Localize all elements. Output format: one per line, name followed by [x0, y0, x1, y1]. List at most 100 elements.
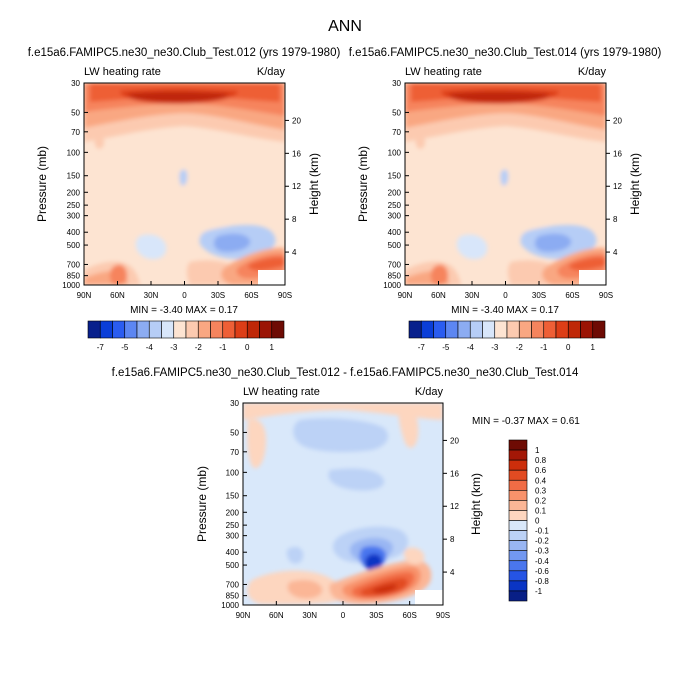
colorbar-swatch [222, 320, 236, 339]
y-tick-label: 100 [226, 468, 240, 477]
x-tick-label: 0 [341, 611, 346, 620]
colorbar-label: -1 [540, 343, 548, 352]
colorbar-swatch [508, 550, 528, 562]
colorbar-label: -7 [418, 343, 426, 352]
colorbar-swatch [161, 320, 175, 339]
height-tick-label: 20 [292, 116, 301, 125]
colorbar-swatch [457, 320, 471, 339]
y-tick-label: 400 [226, 548, 240, 557]
panel-1-ylabel: Pressure (mb) [35, 146, 49, 222]
colorbar-swatch [508, 490, 528, 501]
colorbar-label: -7 [97, 343, 105, 352]
colorbar-swatch [148, 320, 162, 339]
x-tick-label: 90N [398, 291, 413, 300]
y-tick-label: 30 [392, 79, 401, 88]
y-tick-label: 850 [388, 272, 402, 281]
x-tick-label: 90S [436, 611, 450, 620]
colorbar-label: -1 [535, 587, 543, 596]
colorbar-label: 0.3 [535, 486, 547, 495]
height-tick-label: 16 [450, 469, 459, 478]
colorbar-swatch [482, 320, 496, 339]
panel-2-colorbar: -7 -5 -4 -3 -2 -1 0 1 [408, 320, 606, 352]
colorbar-swatch [87, 320, 101, 339]
colorbar-label: -2 [195, 343, 203, 352]
panel-3-ylabel-right: Height (km) [469, 473, 483, 535]
height-tick-label: 16 [613, 149, 622, 158]
y-tick-label: 150 [226, 492, 240, 501]
y-tick-label: 400 [388, 228, 402, 237]
panel-3-subtitle: f.e15a6.FAMIPC5.ne30_ne30.Club_Test.012 … [112, 367, 579, 379]
colorbar-swatch [508, 590, 528, 602]
colorbar-label: 0 [566, 343, 571, 352]
colorbar-label: -0.8 [535, 577, 549, 586]
y-tick-label: 70 [392, 128, 401, 137]
colorbar-swatch [508, 500, 528, 511]
y-tick-label: 100 [388, 148, 402, 157]
height-tick-label: 20 [613, 116, 622, 125]
colorbar-swatch [508, 540, 528, 551]
colorbar-swatch [124, 320, 138, 339]
x-tick-label: 0 [182, 291, 187, 300]
x-tick-label: 60S [403, 611, 417, 620]
colorbar-label: -0.3 [535, 547, 549, 556]
colorbar-swatch [508, 439, 528, 451]
height-tick-label: 4 [450, 568, 455, 577]
x-tick-label: 30S [369, 611, 383, 620]
x-tick-label: 30N [302, 611, 317, 620]
panel-1-ylabel-right: Height (km) [307, 153, 321, 215]
panel-2: f.e15a6.FAMIPC5.ne30_ne30.Club_Test.014 … [349, 47, 662, 316]
height-tick-label: 16 [292, 149, 301, 158]
panel-3-ylabel: Pressure (mb) [195, 466, 209, 542]
colorbar-swatch [506, 320, 520, 339]
x-tick-label: 60S [244, 291, 258, 300]
colorbar-label: 1 [535, 446, 540, 455]
colorbar-label: 1 [270, 343, 275, 352]
x-tick-label: 60N [269, 611, 284, 620]
x-tick-label: 30N [465, 291, 480, 300]
y-tick-label: 1000 [62, 281, 80, 290]
colorbar-swatch [543, 320, 557, 339]
y-tick-label: 150 [67, 172, 81, 181]
y-tick-label: 1000 [383, 281, 401, 290]
y-tick-label: 30 [71, 79, 80, 88]
colorbar-swatch [445, 320, 459, 339]
colorbar-swatch [508, 469, 528, 481]
panel-1-left-label: LW heating rate [84, 66, 161, 78]
panel-3-axes: 90N 60N 30N 0 30S 60S 90S 30 50 70 100 150 200 250 300… [221, 399, 459, 620]
colorbar-swatch [259, 320, 273, 339]
height-tick-label: 8 [450, 535, 455, 544]
panel-1-axes: 90N 60N 30N 0 30S 60S 90S 30 50 70 100 150 200 250 300… [62, 79, 301, 300]
height-tick-label: 20 [450, 436, 459, 445]
y-tick-label: 30 [230, 399, 239, 408]
y-tick-label: 200 [67, 188, 81, 197]
colorbar-swatch [508, 580, 528, 592]
colorbar-label: -5 [121, 343, 129, 352]
colorbar-swatch [508, 560, 528, 572]
height-tick-label: 4 [292, 248, 297, 257]
panel-2-left-label: LW heating rate [405, 66, 482, 78]
x-tick-label: 30N [144, 291, 159, 300]
panel-2-contour-field [405, 83, 606, 285]
panel-1-subtitle: f.e15a6.FAMIPC5.ne30_ne30.Club_Test.012 … [28, 47, 341, 59]
colorbar-swatch [508, 520, 528, 531]
colorbar-swatch [246, 320, 260, 339]
colorbar-label: 0.6 [535, 466, 547, 475]
colorbar-label: -2 [516, 343, 524, 352]
y-tick-label: 300 [226, 532, 240, 541]
y-tick-label: 150 [388, 172, 402, 181]
height-tick-label: 12 [613, 182, 622, 191]
height-tick-label: 12 [450, 502, 459, 511]
colorbar-swatch [234, 320, 248, 339]
height-tick-label: 4 [613, 248, 618, 257]
colorbar-swatch [271, 320, 285, 339]
colorbar-swatch [99, 320, 113, 339]
colorbar-swatch [433, 320, 447, 339]
colorbar-swatch [508, 570, 528, 582]
height-tick-label: 12 [292, 182, 301, 191]
colorbar-swatch [508, 449, 528, 461]
panel-2-subtitle: f.e15a6.FAMIPC5.ne30_ne30.Club_Test.014 … [349, 47, 662, 59]
colorbar-swatch [508, 530, 528, 541]
x-tick-label: 90S [278, 291, 292, 300]
panel-2-ylabel: Pressure (mb) [356, 146, 370, 222]
colorbar-swatch [197, 320, 211, 339]
